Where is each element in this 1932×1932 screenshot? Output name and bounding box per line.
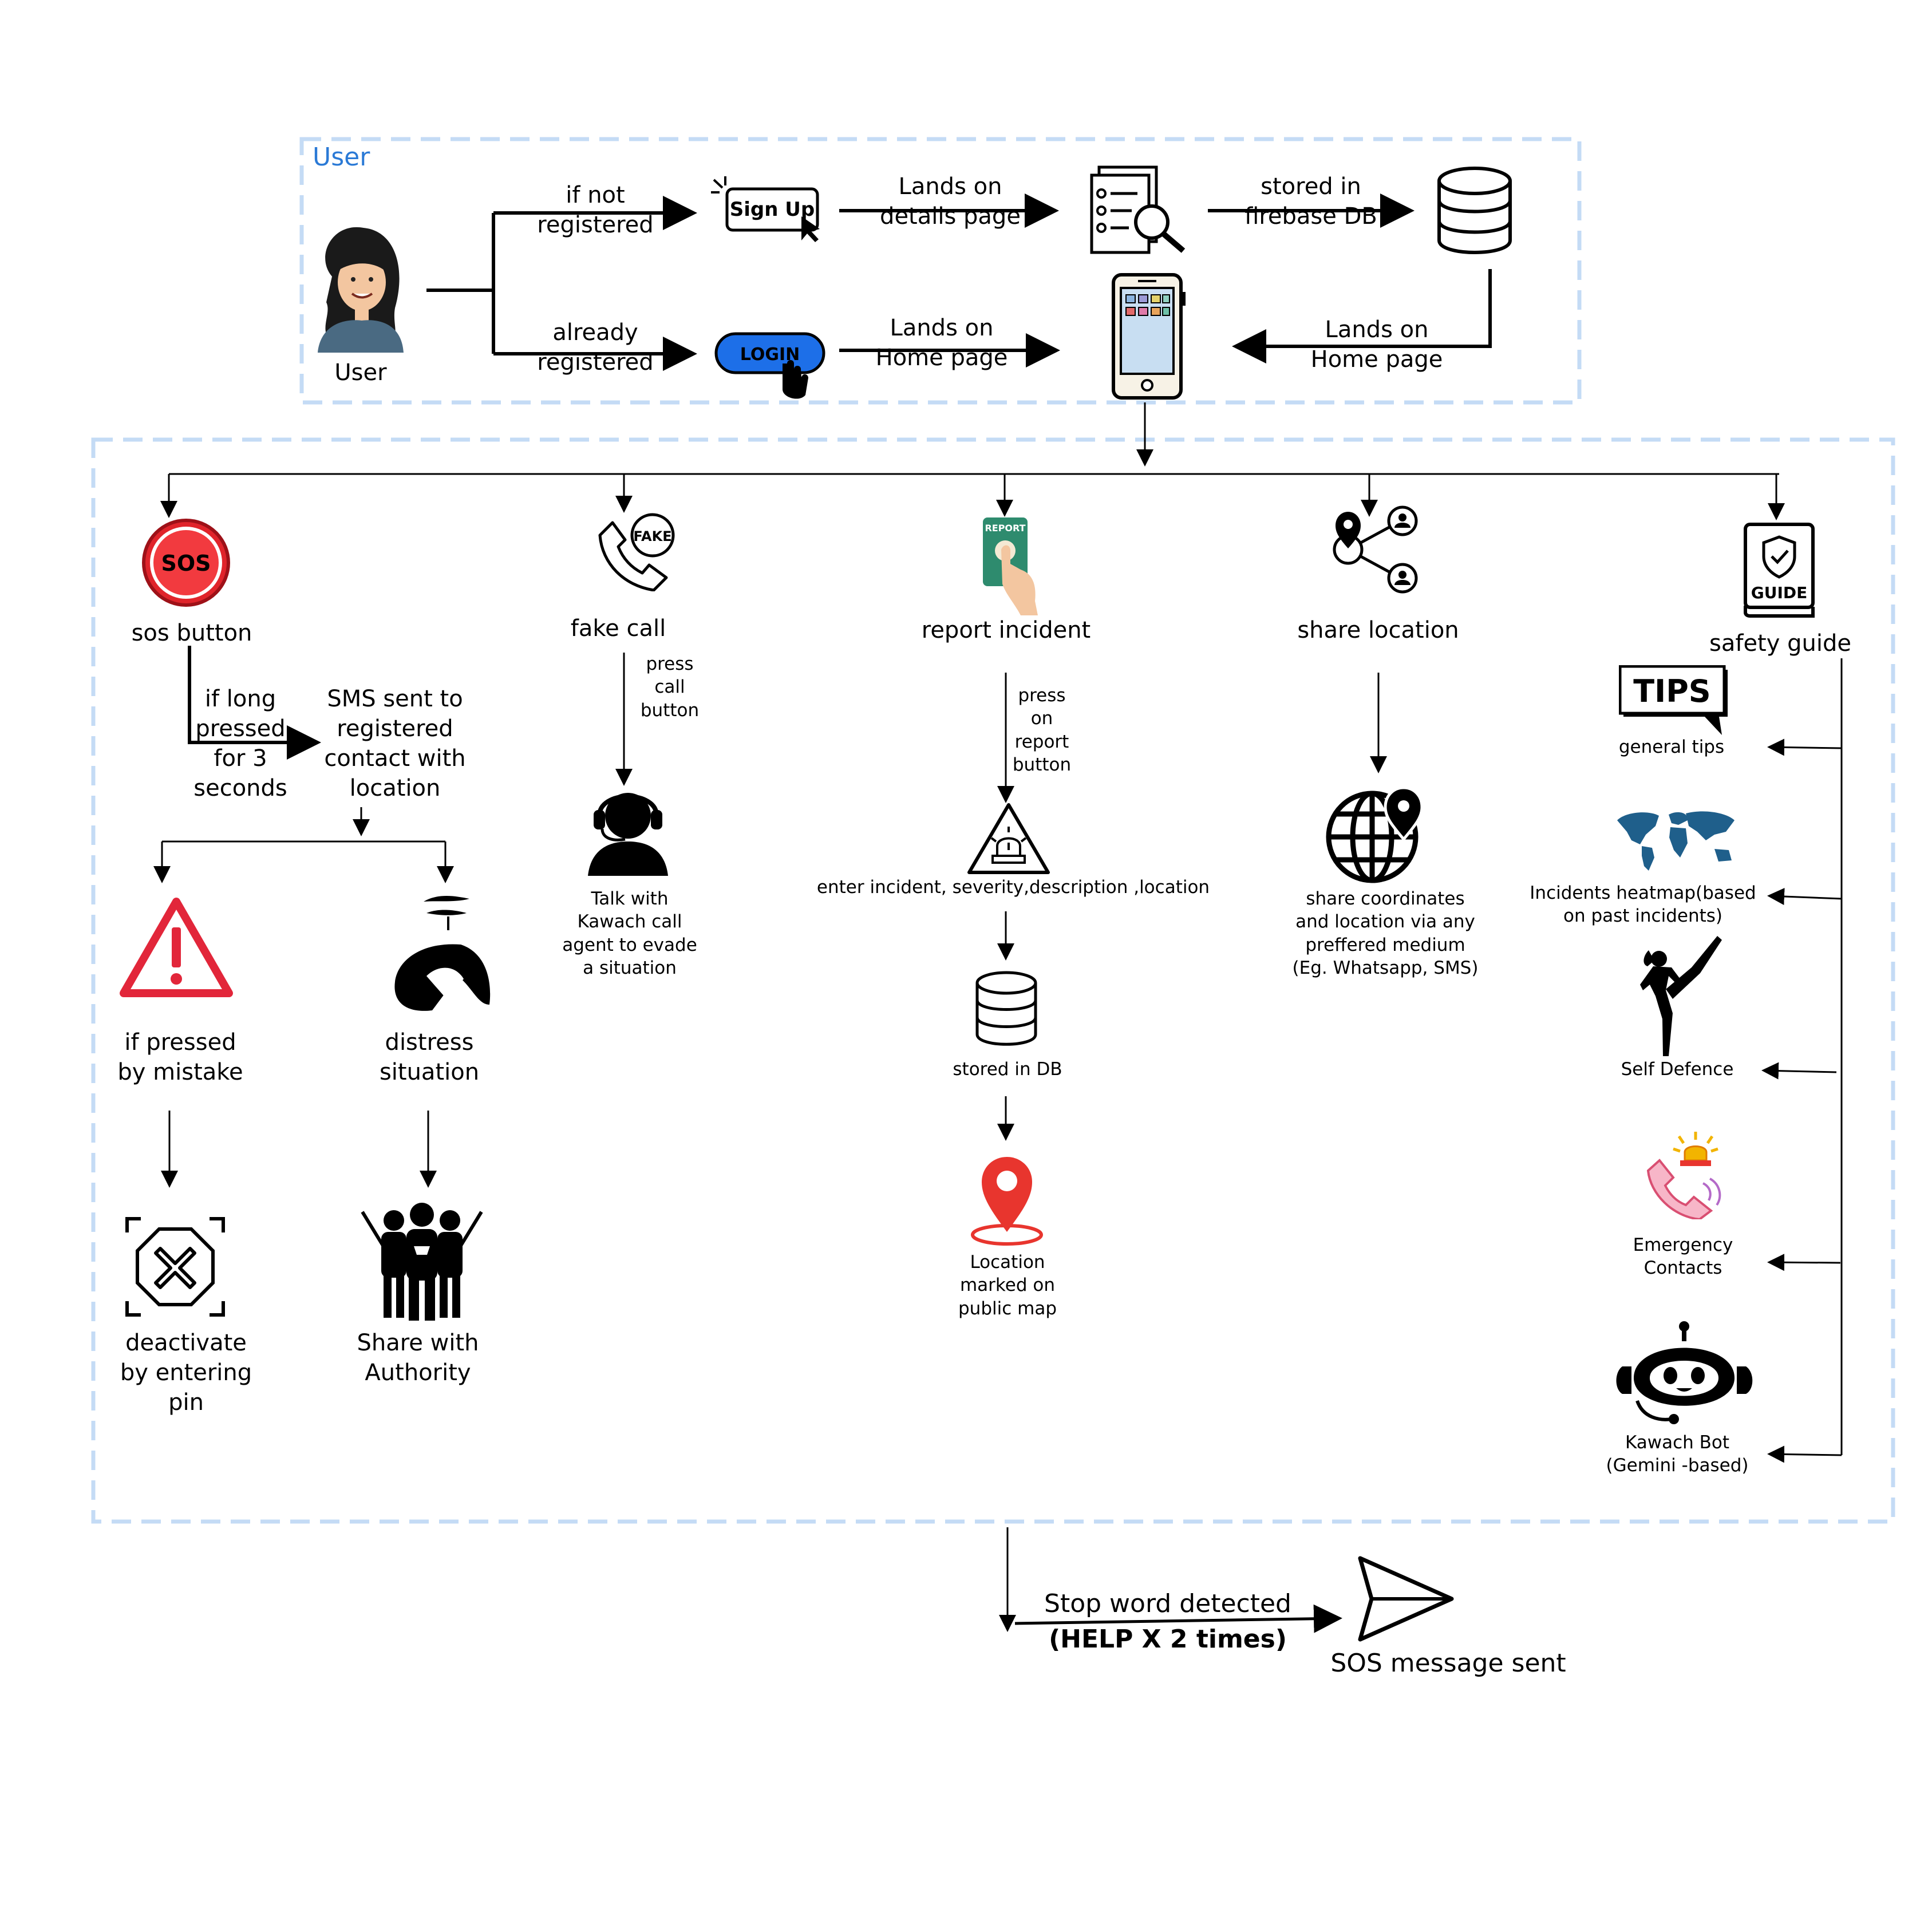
sos-message-sent-label: SOS message sent bbox=[1330, 1649, 1566, 1678]
signup-text: Sign Up bbox=[730, 198, 815, 221]
edge-label-home-db: Lands on Home page bbox=[1310, 317, 1443, 373]
guide-general-tips-label: general tips bbox=[1618, 737, 1725, 757]
report-stored-label: stored in DB bbox=[953, 1059, 1062, 1080]
warning-icon bbox=[119, 896, 234, 999]
share-location-label: share location bbox=[1297, 617, 1459, 643]
fake-call-press-label: press call button bbox=[640, 654, 700, 721]
share-location-icon bbox=[1325, 504, 1420, 595]
stop-word-label: Stop word detected bbox=[1044, 1589, 1291, 1618]
sos-button-label: sos button bbox=[131, 620, 252, 646]
globe-pin-icon bbox=[1323, 784, 1429, 884]
safety-guide-label: safety guide bbox=[1709, 630, 1851, 657]
report-enter-label: enter incident, severity,description ,lo… bbox=[816, 877, 1210, 898]
signup-button-icon: Sign Up bbox=[711, 176, 825, 242]
sos-button-icon: SOS bbox=[140, 517, 232, 609]
user-label: User bbox=[334, 359, 387, 386]
report-press-label: press on report button bbox=[1012, 685, 1072, 775]
edge-label-already-registered: already registered bbox=[537, 319, 654, 376]
user-avatar-icon bbox=[309, 222, 409, 353]
features-panel-border bbox=[91, 437, 1895, 1524]
sos-distress-label: distress situation bbox=[379, 1029, 480, 1085]
edge-label-home-login: Lands on Home page bbox=[875, 315, 1008, 371]
details-document-icon bbox=[1089, 165, 1189, 256]
sos-sms-label: SMS sent to registered contact with loca… bbox=[324, 686, 466, 801]
report-incident-label: report incident bbox=[921, 617, 1091, 643]
guide-icon-text: GUIDE bbox=[1751, 583, 1808, 602]
sos-long-press-label: if long pressed for 3 seconds bbox=[193, 686, 287, 801]
report-marked-label: Location marked on public map bbox=[958, 1252, 1057, 1319]
distress-person-icon bbox=[392, 890, 495, 1025]
tips-icon-text: TIPS bbox=[1633, 673, 1710, 709]
edge-label-stored-firebase: stored in firebase DB bbox=[1244, 173, 1377, 230]
report-database-icon bbox=[974, 970, 1038, 1048]
tips-bubble-icon: TIPS bbox=[1619, 665, 1733, 737]
kawach-bot-icon bbox=[1614, 1321, 1755, 1429]
smartphone-icon bbox=[1111, 272, 1186, 401]
report-incident-icon: REPORT bbox=[981, 515, 1044, 615]
report-icon-text: REPORT bbox=[985, 523, 1025, 534]
world-heatmap-icon bbox=[1614, 809, 1737, 872]
alert-siren-icon bbox=[966, 801, 1052, 876]
stop-word-count-label: (HELP X 2 times) bbox=[1049, 1625, 1287, 1654]
sos-authority-label: Share with Authority bbox=[357, 1330, 479, 1386]
login-button-icon: LOGIN bbox=[714, 329, 827, 404]
guide-heatmap-label: Incidents heatmap(based on past incident… bbox=[1530, 883, 1756, 927]
fake-call-agent-label: Talk with Kawach call agent to evade a s… bbox=[562, 888, 697, 978]
authority-police-icon bbox=[359, 1200, 484, 1321]
fake-call-label: fake call bbox=[570, 615, 666, 642]
emergency-contact-icon bbox=[1640, 1131, 1730, 1219]
guide-emergency-label: Emergency Contacts bbox=[1633, 1235, 1733, 1279]
edge-label-details-page: Lands on details page bbox=[880, 173, 1021, 230]
guide-self-defence-label: Self Defence bbox=[1621, 1059, 1734, 1080]
guide-book-icon: GUIDE bbox=[1742, 521, 1816, 618]
fake-call-phone-icon: FAKE bbox=[595, 512, 675, 591]
sos-icon-text: SOS bbox=[161, 551, 211, 576]
user-panel-border bbox=[299, 137, 1582, 405]
guide-bot-label: Kawach Bot (Gemini -based) bbox=[1606, 1432, 1749, 1476]
call-agent-icon bbox=[585, 784, 671, 876]
user-panel-title: User bbox=[313, 143, 370, 172]
deactivate-x-icon bbox=[125, 1216, 226, 1317]
send-paper-plane-icon bbox=[1358, 1556, 1454, 1642]
map-pin-icon bbox=[969, 1155, 1045, 1246]
self-defence-kick-icon bbox=[1637, 933, 1723, 1059]
share-desc-label: share coordinates and location via any p… bbox=[1292, 888, 1479, 978]
fake-icon-text: FAKE bbox=[633, 528, 671, 544]
sos-mistake-label: if pressed by mistake bbox=[117, 1029, 243, 1085]
sos-deactivate-label: deactivate by entering pin bbox=[120, 1330, 252, 1416]
database-icon bbox=[1436, 165, 1514, 256]
edge-label-not-registered: if not registered bbox=[537, 182, 654, 238]
